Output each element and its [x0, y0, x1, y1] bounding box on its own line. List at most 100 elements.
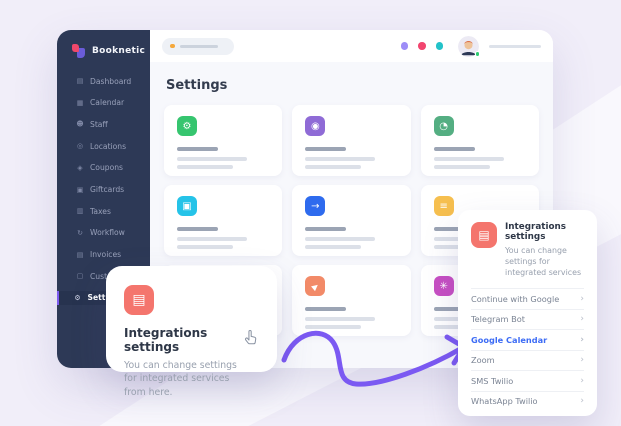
send-icon: ▶ [305, 276, 326, 296]
skeleton-text-line [177, 237, 247, 241]
brand-name: Booknetic [92, 46, 146, 56]
giftcard-icon: ▣ [76, 185, 84, 194]
chevron-right-icon: › [580, 334, 584, 345]
hand-drawn-arrow [281, 330, 467, 387]
chevron-right-icon: › [580, 355, 584, 366]
integration-item-whatsapp-twilio[interactable]: WhatsApp Twilio › [471, 390, 584, 412]
location-pin-icon: ◎ [76, 142, 84, 151]
gear-icon: ⚙ [177, 116, 197, 136]
sidebar-item-label: Workflow [90, 228, 125, 238]
taxes-icon: ▥ [76, 207, 84, 216]
key-icon: ◉ [305, 116, 326, 136]
menu-lines-icon: ≡ [433, 196, 454, 216]
sidebar-item-label: Taxes [90, 206, 111, 216]
sidebar-item-label: Giftcards [90, 185, 125, 195]
online-status-dot [474, 51, 480, 57]
integration-item-telegram-bot[interactable]: Telegram Bot › [471, 308, 584, 330]
sidebar-item-label: Settings [88, 293, 124, 302]
settings-card-2[interactable]: ◉ [292, 105, 411, 176]
skeleton-title-line [305, 307, 347, 311]
asterisk-icon: ✳ [433, 276, 454, 296]
integration-item-continue-with-google[interactable]: Continue with Google › [471, 288, 584, 309]
integrations-list: Continue with Google › Telegram Bot › Google… [471, 288, 584, 411]
sidebar-item-dashboard[interactable]: ▤ Dashboard [57, 74, 150, 88]
settings-card-4[interactable]: ▣ [164, 185, 283, 256]
sidebar-item-label: Coupons [90, 163, 123, 173]
skeleton-text-line [305, 245, 362, 249]
skeleton-text-line [177, 157, 247, 161]
settings-card-1[interactable]: ⚙ [164, 105, 283, 176]
chevron-right-icon: › [580, 314, 584, 325]
skeleton-title-line [177, 227, 218, 231]
topbar [150, 30, 553, 62]
sidebar-item-label: Calendar [90, 98, 125, 108]
gear-icon: ⚙ [74, 293, 81, 302]
skeleton-text-line [305, 237, 376, 241]
avatar-illustration [458, 35, 479, 57]
skeleton-title-line [433, 307, 475, 311]
skeleton-text-line [177, 245, 233, 249]
integration-label: WhatsApp Twilio [471, 396, 538, 407]
integration-label: Continue with Google [471, 293, 560, 304]
skeleton-text-line [305, 157, 376, 161]
dot-purple-icon [400, 42, 408, 50]
sidebar-item-locations[interactable]: ◎ Locations [57, 139, 150, 153]
document-icon: ▤ [471, 222, 497, 248]
sidebar-item-label: Locations [90, 141, 127, 151]
clock-icon: ◔ [433, 116, 454, 136]
integration-label: Zoom [471, 355, 495, 366]
brand[interactable]: Booknetic [57, 30, 150, 58]
dot-teal-icon [435, 42, 443, 50]
sidebar-item-giftcards[interactable]: ▣ Giftcards [57, 182, 150, 196]
pill-skeleton-line [179, 44, 218, 48]
document-icon: ▤ [124, 285, 154, 315]
invoice-icon: ▤ [76, 250, 84, 259]
sidebar-item-label: Dashboard [90, 76, 132, 86]
dot-pink-icon [418, 42, 426, 50]
topbar-right [400, 35, 541, 57]
custom-forms-icon: ▢ [76, 272, 84, 281]
tooltip-description: You can change settings for integrated s… [124, 360, 237, 398]
integration-label: Telegram Bot [471, 314, 525, 325]
breadcrumb-pill [162, 37, 234, 55]
popup-header: ▤ Integrations settings You can change s… [471, 222, 584, 278]
sidebar-item-coupons[interactable]: ◈ Coupons [57, 161, 150, 175]
skeleton-text-line [433, 165, 490, 169]
pill-dot-icon [170, 43, 175, 49]
payment-card-icon: ▣ [177, 196, 197, 216]
skeleton-text-line [305, 325, 362, 329]
integration-item-sms-twilio[interactable]: SMS Twilio › [471, 370, 584, 391]
page-title: Settings [166, 78, 228, 93]
hand-cursor-icon [244, 329, 257, 345]
settings-card-3[interactable]: ◔ [420, 105, 539, 176]
popup-title: Integrations settings [505, 222, 567, 242]
popup-subtitle: You can change settings for integrated s… [505, 246, 582, 278]
integrations-popup: ▤ Integrations settings You can change s… [458, 210, 597, 417]
skeleton-text-line [305, 317, 376, 321]
workflow-icon: ↻ [77, 228, 83, 237]
integration-item-zoom[interactable]: Zoom › [471, 349, 584, 371]
integration-item-google-calendar[interactable]: Google Calendar › [471, 329, 584, 350]
integration-label: SMS Twilio [471, 375, 514, 386]
sidebar-item-label: Staff [90, 119, 108, 129]
skeleton-text-line [433, 157, 504, 161]
sidebar-item-staff[interactable]: ☻ Staff [57, 117, 150, 131]
arrow-right-icon: → [305, 196, 326, 216]
staff-icon: ☻ [76, 120, 84, 129]
sidebar-item-calendar[interactable]: ▦ Calendar [57, 96, 150, 110]
sidebar-item-workflow[interactable]: ↻ Workflow [57, 226, 150, 240]
settings-card-5[interactable]: → [292, 185, 411, 256]
integrations-tooltip: ▤ Integrations settings You can change s… [106, 266, 277, 398]
settings-card-8[interactable]: ▶ [292, 265, 411, 336]
sidebar-item-invoices[interactable]: ▤ Invoices [57, 248, 150, 262]
calendar-icon: ▦ [76, 98, 84, 107]
skeleton-title-line [433, 227, 475, 231]
user-avatar[interactable] [458, 35, 480, 57]
skeleton-text-line [305, 165, 362, 169]
dashboard-icon: ▤ [76, 77, 84, 86]
integration-label: Google Calendar [471, 334, 548, 345]
skeleton-title-line [433, 147, 475, 151]
skeleton-title-line [305, 147, 347, 151]
sidebar-item-taxes[interactable]: ▥ Taxes [57, 204, 150, 218]
